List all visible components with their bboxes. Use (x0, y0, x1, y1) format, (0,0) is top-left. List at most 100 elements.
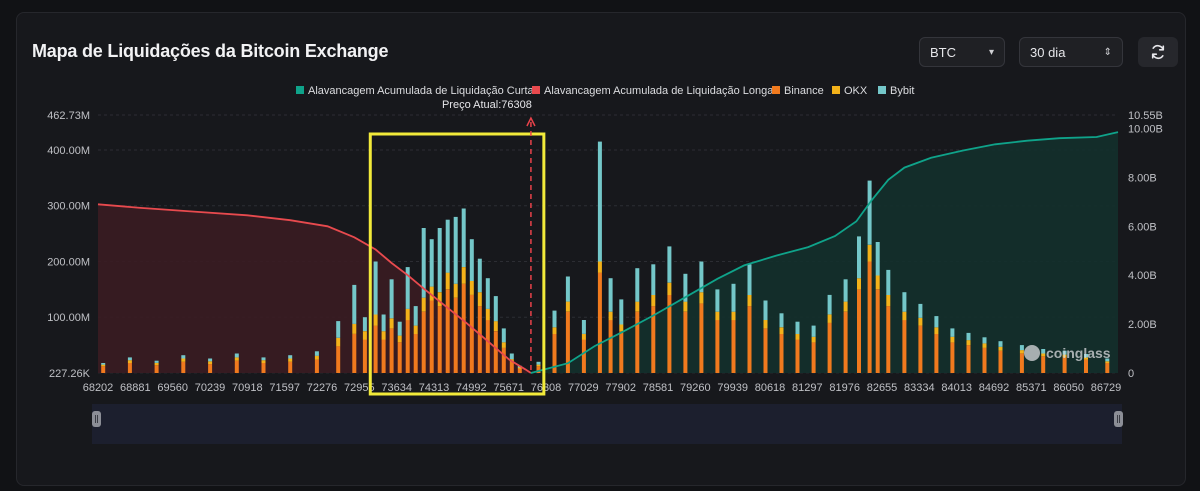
bar-binance (966, 345, 971, 373)
bar-bybit (208, 358, 213, 362)
bar-okx (1019, 350, 1024, 354)
bar-binance (208, 364, 213, 373)
bar-okx (651, 294, 656, 307)
bar-okx (536, 364, 541, 367)
bar-bybit (747, 264, 752, 295)
bar-bybit (288, 355, 293, 359)
x-tick-label: 77029 (568, 382, 599, 394)
legend-label: Binance (784, 85, 824, 97)
bar-okx (336, 337, 341, 347)
bar-binance (389, 328, 394, 373)
chart-overlay: Preço Atual:76308 coinglass (368, 99, 1111, 396)
bar-binance (795, 339, 800, 373)
highlight-box (368, 132, 546, 396)
cumulative-areas (98, 132, 1118, 373)
bar-bybit (998, 341, 1003, 347)
bar-okx (517, 367, 522, 369)
bar-okx (405, 308, 410, 321)
bar-bybit (651, 264, 656, 295)
bar-binance (336, 346, 341, 373)
bar-bybit (667, 246, 672, 283)
legend-label: Alavancagem Acumulada de Liquidação Long… (544, 85, 774, 97)
coinglass-logo-icon (1024, 345, 1040, 361)
current-price-label: Preço Atual:76308 (442, 99, 532, 111)
bar-bybit (536, 361, 541, 365)
y-right-tick-label: 8.00B (1128, 172, 1157, 184)
long-cumulative-area (98, 204, 531, 373)
bar-bybit (389, 279, 394, 319)
bar-binance (635, 311, 640, 373)
bar-okx (811, 336, 816, 343)
x-tick-label: 76308 (531, 382, 562, 394)
bar-binance (619, 331, 624, 373)
bar-okx (352, 323, 357, 334)
bar-binance (763, 328, 768, 373)
bar-okx (795, 334, 800, 340)
refresh-button[interactable] (1138, 37, 1178, 67)
bar-bybit (552, 310, 557, 328)
bar-bybit (918, 303, 923, 318)
bar-bybit (619, 299, 624, 325)
bar-okx (747, 294, 752, 307)
x-tick-label: 84013 (941, 382, 972, 394)
bar-bybit (261, 357, 266, 361)
bar-okx (453, 283, 458, 298)
bar-binance (314, 359, 319, 373)
bar-okx (1105, 361, 1110, 363)
x-tick-label: 68881 (120, 382, 151, 394)
bar-okx (101, 364, 106, 367)
bar-binance (127, 363, 132, 373)
y-left-tick-label: 462.73M (47, 110, 90, 122)
range-slider-right-handle[interactable] (1114, 411, 1123, 427)
bar-okx (608, 311, 613, 321)
bar-bybit (509, 353, 514, 360)
bar-binance (405, 320, 410, 373)
legend-swatch (878, 86, 886, 94)
bar-okx (461, 267, 466, 284)
bar-binance (843, 311, 848, 373)
bar-bybit (581, 320, 586, 334)
bar-okx (902, 311, 907, 321)
bar-binance (493, 331, 498, 373)
range-slider[interactable] (92, 404, 1123, 444)
period-select[interactable]: 30 dia ⇕ (1019, 37, 1123, 67)
x-tick-label: 85371 (1016, 382, 1047, 394)
legend-label: Bybit (890, 85, 914, 97)
x-tick-label: 72276 (307, 382, 338, 394)
bar-bybit (795, 321, 800, 334)
bar-okx (597, 261, 602, 273)
bar-binance (597, 272, 602, 373)
bar-okx (886, 294, 891, 307)
bar-bybit (731, 283, 736, 312)
bar-okx (843, 301, 848, 312)
bar-okx (127, 360, 132, 363)
bar-bybit (715, 289, 720, 312)
chart-legend: Alavancagem Acumulada de Liquidação Curt… (296, 85, 914, 97)
bar-okx (763, 320, 768, 329)
y-left-tick-label: 300.00M (47, 201, 90, 213)
bar-binance (154, 365, 159, 373)
bar-bybit (811, 325, 816, 337)
bar-okx (934, 327, 939, 334)
bar-binance (827, 322, 832, 373)
bar-binance (469, 294, 474, 373)
x-tick-label: 70918 (232, 382, 263, 394)
bar-bybit (608, 278, 613, 312)
y-right-tick-label: 0 (1128, 368, 1134, 380)
bar-okx (731, 311, 736, 321)
bar-okx (635, 301, 640, 312)
x-tick-label: 69560 (157, 382, 188, 394)
bar-okx (413, 325, 418, 334)
y-right-tick-label: 10.55B (1128, 110, 1163, 122)
coin-select[interactable]: BTC ▾ (919, 37, 1005, 67)
range-slider-left-handle[interactable] (92, 411, 101, 427)
bar-bybit (1084, 354, 1088, 358)
y-right-tick-label: 6.00B (1128, 221, 1157, 233)
liquidation-bars (101, 141, 1110, 373)
bar-binance (413, 334, 418, 373)
bar-bybit (635, 268, 640, 302)
bar-bybit (421, 228, 426, 298)
bar-bybit (453, 216, 458, 284)
bar-okx (477, 292, 482, 307)
bar-binance (397, 342, 402, 373)
